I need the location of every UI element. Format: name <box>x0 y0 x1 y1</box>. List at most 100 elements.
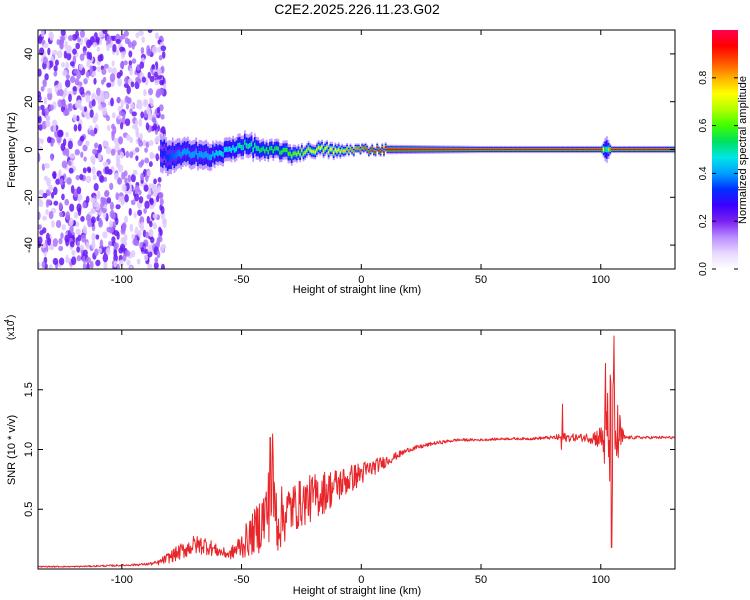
noise-blob <box>45 209 49 216</box>
signal-cell <box>342 149 345 153</box>
noise-blob <box>59 40 64 49</box>
signal-cell <box>190 152 193 159</box>
noise-blob <box>69 203 75 212</box>
noise-blob <box>46 177 51 187</box>
noise-blob <box>92 174 97 181</box>
noise-blob <box>158 192 164 199</box>
signal-cell <box>497 148 499 151</box>
noise-blob <box>98 217 103 226</box>
noise-blob <box>144 200 150 209</box>
noise-blob <box>97 54 103 62</box>
signal-cell <box>245 142 248 149</box>
signal-cell <box>389 148 392 151</box>
signal-cell <box>362 147 365 150</box>
signal-cell <box>637 148 640 151</box>
noise-blob <box>148 229 153 237</box>
noise-blob <box>135 32 140 39</box>
noise-blob <box>103 63 109 69</box>
noise-blob <box>119 46 125 52</box>
signal-cell <box>458 148 461 151</box>
signal-cell <box>232 145 235 151</box>
signal-cell <box>582 148 585 151</box>
signal-cell <box>247 143 250 150</box>
signal-cell <box>572 148 575 151</box>
signal-cell <box>530 148 533 151</box>
signal-cell <box>657 148 660 151</box>
noise-blob <box>91 92 97 102</box>
noise-blob <box>161 51 166 59</box>
noise-blob <box>52 186 58 196</box>
signal-cell <box>262 146 265 151</box>
snr-multiplier-exp: 4 <box>4 319 11 323</box>
noise-blob <box>105 247 111 256</box>
noise-blob <box>60 232 64 239</box>
x-tick-label: -100 <box>111 274 133 286</box>
noise-blob <box>140 172 145 181</box>
noise-blob <box>52 49 58 56</box>
noise-blob <box>117 177 123 185</box>
signal-cell <box>191 151 194 158</box>
noise-blob <box>38 68 42 77</box>
noise-blob <box>111 132 115 141</box>
noise-blob <box>52 124 57 133</box>
noise-blob <box>90 155 96 164</box>
figure-title: C2E2.2025.226.11.23.G02 <box>274 1 440 17</box>
noise-blob <box>51 138 56 144</box>
noise-blob <box>131 42 135 50</box>
noise-blob <box>107 168 113 175</box>
noise-blob <box>139 133 143 141</box>
signal-cell <box>542 148 545 151</box>
noise-blob <box>105 114 110 122</box>
signal-cell <box>527 148 530 151</box>
signal-cell <box>570 148 573 151</box>
noise-blob <box>85 175 92 184</box>
noise-blob <box>117 78 122 87</box>
noise-blob <box>38 94 42 102</box>
signal-cell <box>277 146 280 152</box>
noise-blob <box>113 260 117 268</box>
noise-blob <box>120 49 126 59</box>
x-tick-label: 100 <box>592 274 610 286</box>
signal-cell <box>622 148 625 151</box>
signal-cell <box>619 148 622 151</box>
colorbar-label: Normalized spectral amplitude <box>737 76 749 224</box>
noise-blob <box>138 196 144 204</box>
signal-cell <box>225 146 228 152</box>
noise-blob <box>42 78 47 88</box>
noise-blob <box>70 241 75 248</box>
noise-blob <box>68 160 72 166</box>
noise-blob <box>76 115 80 122</box>
noise-blob <box>60 30 66 37</box>
noise-blob <box>95 234 100 240</box>
signal-cell <box>664 148 667 151</box>
noise-blob <box>87 167 92 174</box>
signal-cell <box>594 148 597 151</box>
signal-cell <box>319 146 322 151</box>
signal-cell <box>550 148 553 151</box>
noise-blob <box>74 149 80 156</box>
signal-cell <box>212 150 214 157</box>
noise-blob <box>75 30 80 39</box>
signal-cell <box>602 147 605 152</box>
signal-cell <box>326 145 328 149</box>
noise-blob <box>79 135 85 142</box>
noise-blob <box>115 192 119 201</box>
noise-blob <box>107 66 113 74</box>
noise-blob <box>80 216 85 222</box>
noise-blob <box>120 199 125 206</box>
signal-cell <box>383 150 385 154</box>
noise-blob <box>124 76 129 84</box>
noise-blob <box>116 263 120 269</box>
y-tick-label: 1.5 <box>23 382 35 397</box>
signal-cell <box>580 148 583 151</box>
noise-blob <box>115 204 121 210</box>
noise-blob <box>61 160 68 169</box>
noise-blob <box>131 58 137 64</box>
snr-x-label: Height of straight line (km) <box>293 585 421 597</box>
noise-blob <box>110 80 115 87</box>
signal-cell <box>513 148 516 151</box>
y-tick-label: -20 <box>23 189 35 205</box>
signal-cell <box>507 148 509 151</box>
signal-cell <box>609 148 612 151</box>
noise-blob <box>156 74 163 80</box>
